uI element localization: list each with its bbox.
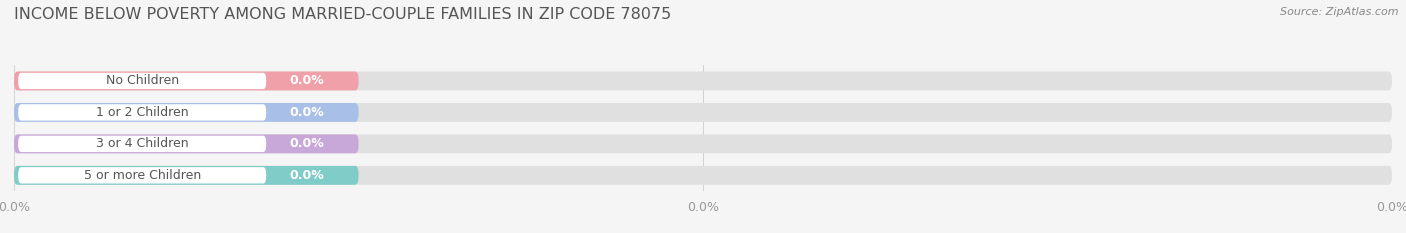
Text: 0.0%: 0.0%: [290, 137, 325, 150]
Text: 3 or 4 Children: 3 or 4 Children: [96, 137, 188, 150]
FancyBboxPatch shape: [14, 103, 359, 122]
Text: 0.0%: 0.0%: [290, 169, 325, 182]
FancyBboxPatch shape: [14, 72, 1392, 90]
FancyBboxPatch shape: [14, 134, 359, 153]
FancyBboxPatch shape: [14, 166, 1392, 185]
FancyBboxPatch shape: [18, 73, 266, 89]
Text: INCOME BELOW POVERTY AMONG MARRIED-COUPLE FAMILIES IN ZIP CODE 78075: INCOME BELOW POVERTY AMONG MARRIED-COUPL…: [14, 7, 671, 22]
FancyBboxPatch shape: [18, 136, 266, 152]
FancyBboxPatch shape: [18, 104, 266, 121]
FancyBboxPatch shape: [14, 72, 359, 90]
Text: 1 or 2 Children: 1 or 2 Children: [96, 106, 188, 119]
Text: 5 or more Children: 5 or more Children: [83, 169, 201, 182]
Text: Source: ZipAtlas.com: Source: ZipAtlas.com: [1281, 7, 1399, 17]
Text: 0.0%: 0.0%: [290, 106, 325, 119]
FancyBboxPatch shape: [14, 134, 1392, 153]
FancyBboxPatch shape: [18, 167, 266, 184]
FancyBboxPatch shape: [14, 166, 359, 185]
Text: 0.0%: 0.0%: [290, 75, 325, 87]
Text: No Children: No Children: [105, 75, 179, 87]
FancyBboxPatch shape: [14, 103, 1392, 122]
